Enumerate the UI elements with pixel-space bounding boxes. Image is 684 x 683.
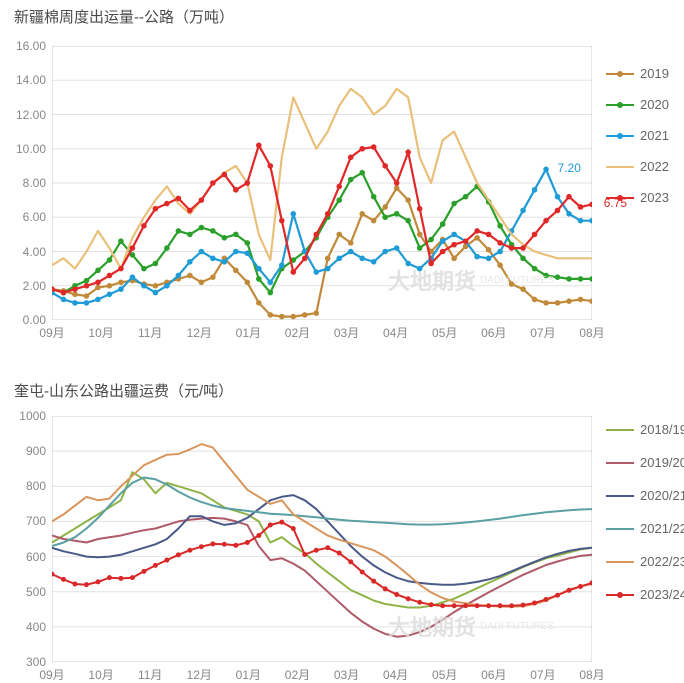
y-tick-label: 600: [6, 550, 46, 564]
legend-item: 2018/19: [606, 422, 684, 437]
legend-item: 2023/24: [606, 587, 684, 602]
y-tick-label: 500: [6, 585, 46, 599]
chart2-legend: 2018/19 2019/20 2020/21 2021/22 2022/23 2023/…: [606, 422, 684, 620]
y-tick-label: 800: [6, 479, 46, 493]
x-tick-label: 01月: [236, 666, 261, 683]
legend-swatch: [606, 495, 634, 497]
legend-item: 2020/21: [606, 488, 684, 503]
x-tick-label: 12月: [187, 666, 212, 683]
chart2-plot: [52, 416, 592, 662]
x-tick-label: 08月: [579, 666, 604, 683]
legend-item: 2021/22: [606, 521, 684, 536]
legend-label: 2018/19: [640, 422, 684, 437]
x-tick-label: 07月: [530, 666, 555, 683]
legend-swatch: [606, 462, 634, 464]
legend-swatch: [606, 561, 634, 563]
legend-label: 2019/20: [640, 455, 684, 470]
x-tick-label: 04月: [383, 666, 408, 683]
y-tick-label: 1000: [6, 409, 46, 423]
legend-swatch: [606, 594, 634, 596]
x-tick-label: 06月: [481, 666, 506, 683]
legend-swatch: [606, 528, 634, 530]
legend-label: 2021/22: [640, 521, 684, 536]
x-tick-label: 02月: [285, 666, 310, 683]
legend-item: 2019/20: [606, 455, 684, 470]
x-tick-label: 05月: [432, 666, 457, 683]
chart2-title: 奎屯-山东公路出疆运费（元/吨）: [14, 380, 233, 401]
page-root: 新疆棉周度出运量--公路（万吨） 0.002.004.006.008.0010.…: [0, 0, 684, 683]
chart2-block: 奎屯-山东公路出疆运费（元/吨） 30040050060070080090010…: [0, 0, 684, 683]
x-tick-label: 10月: [88, 666, 113, 683]
y-tick-label: 400: [6, 620, 46, 634]
legend-label: 2020/21: [640, 488, 684, 503]
x-tick-label: 03月: [334, 666, 359, 683]
y-tick-label: 700: [6, 514, 46, 528]
legend-swatch: [606, 429, 634, 431]
legend-label: 2022/23: [640, 554, 684, 569]
legend-item: 2022/23: [606, 554, 684, 569]
x-tick-label: 11月: [138, 666, 162, 683]
y-tick-label: 900: [6, 444, 46, 458]
legend-label: 2023/24: [640, 587, 684, 602]
x-tick-label: 09月: [39, 666, 64, 683]
